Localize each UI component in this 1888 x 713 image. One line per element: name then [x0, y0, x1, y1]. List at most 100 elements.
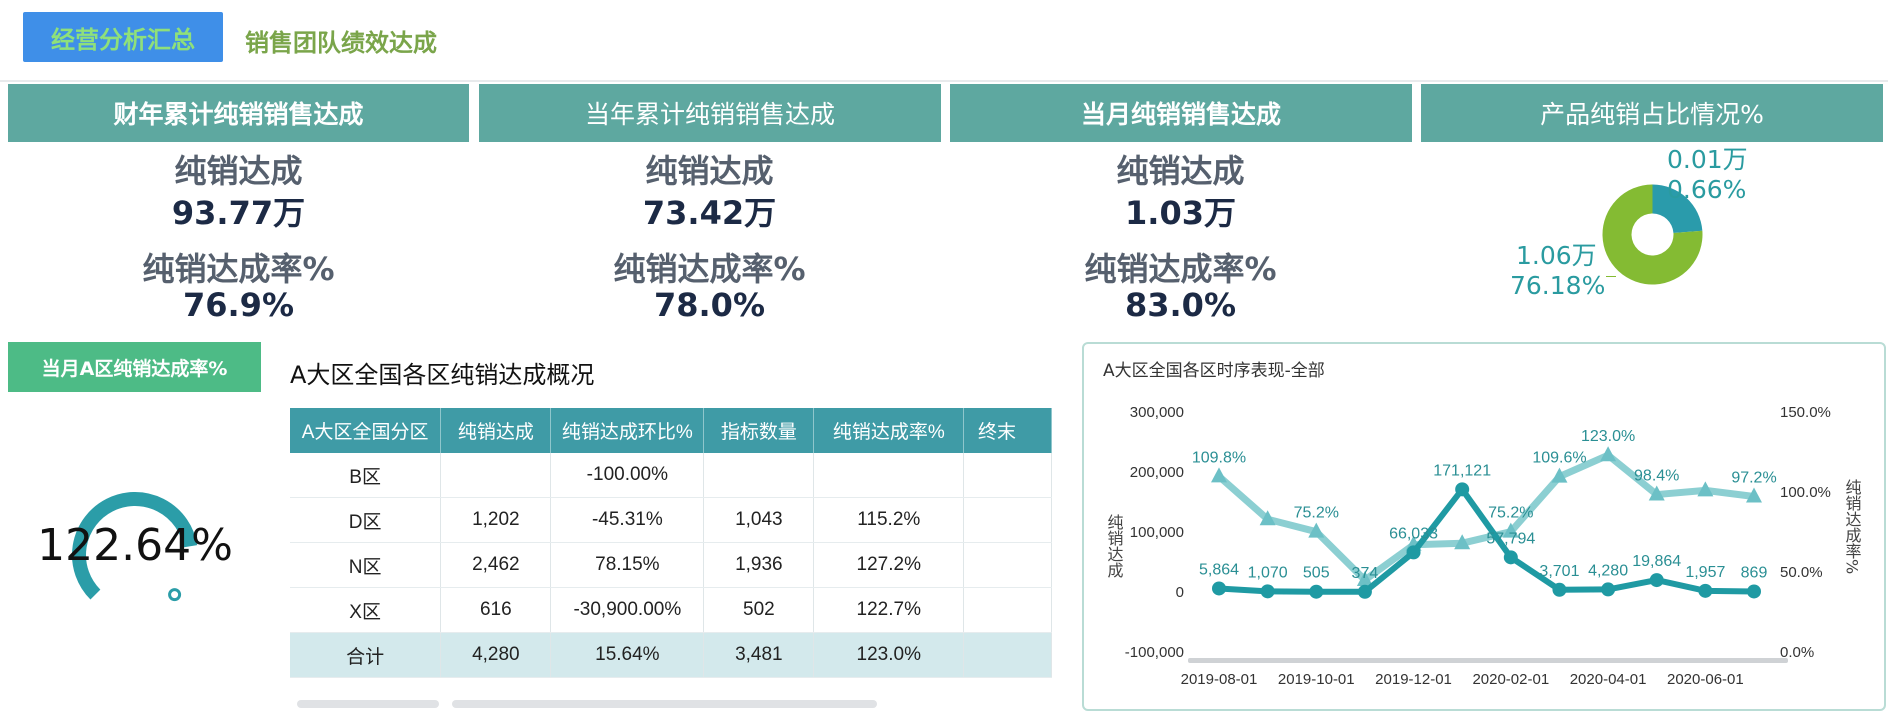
- cell: 合计: [290, 632, 442, 678]
- col-header-rate[interactable]: 纯销达成率%: [813, 408, 965, 453]
- sales-data-label: 1,957: [1685, 564, 1725, 581]
- sales-series-point: [1698, 583, 1713, 598]
- rate-data-label: 75.2%: [1294, 505, 1339, 522]
- y-tick-label: 300,000: [1130, 404, 1184, 421]
- col-header-target[interactable]: 指标数量: [703, 408, 815, 453]
- sales-data-label: 57,794: [1486, 530, 1535, 547]
- table-scrollbar-left[interactable]: [297, 700, 439, 708]
- kpi-header-current-month: 当月纯销销售达成: [950, 84, 1412, 142]
- gauge-fill-arc: [72, 492, 198, 600]
- cell: 1,043: [703, 497, 815, 543]
- cell: 122.7%: [813, 587, 965, 633]
- cell: 127.2%: [813, 542, 965, 588]
- rate-series-point: [1551, 467, 1568, 483]
- cell: [963, 542, 1052, 588]
- cell: [963, 497, 1052, 543]
- x-tick-label: 2020-04-01: [1570, 671, 1647, 688]
- table-total-row[interactable]: 合计 4,280 15.64% 3,481 123.0%: [290, 632, 1052, 678]
- cell: 1,936: [703, 542, 815, 588]
- kpi-header-calendar-ytd: 当年累计纯销销售达成: [479, 84, 941, 142]
- cell: B区: [290, 453, 442, 498]
- x-tick-label: 2019-08-01: [1181, 671, 1258, 688]
- rate-series-point: [1600, 446, 1617, 462]
- cell: 1,202: [440, 497, 552, 543]
- sales-data-label: 1,070: [1248, 564, 1288, 581]
- sales-series-point: [1357, 584, 1372, 599]
- kpi-3-rate-label: 纯销达成率%: [1084, 250, 1277, 288]
- sales-series-point: [1260, 584, 1275, 599]
- cell: [963, 587, 1052, 633]
- cell: 616: [440, 587, 552, 633]
- table-row[interactable]: D区 1,202 -45.31% 1,043 115.2%: [290, 497, 1052, 543]
- cell: [963, 453, 1052, 498]
- col-header-region[interactable]: A大区全国分区: [290, 408, 442, 453]
- y2-tick-label: 150.0%: [1780, 404, 1831, 421]
- y2-axis-title: 纯销达成率%: [1843, 479, 1862, 574]
- table-row[interactable]: X区 616 -30,900.00% 502 122.7%: [290, 587, 1052, 633]
- col-header-terminal[interactable]: 终末: [963, 408, 1052, 453]
- cell: 4,280: [440, 632, 552, 678]
- sales-series-point: [1649, 573, 1664, 588]
- cell: 115.2%: [813, 497, 965, 543]
- sales-data-label: 3,701: [1539, 563, 1579, 580]
- rate-series-point: [1356, 571, 1373, 586]
- table-scrollbar-right[interactable]: [452, 700, 877, 708]
- cell: [963, 632, 1052, 678]
- product-share-donut[interactable]: [1590, 172, 1715, 297]
- gauge-end-marker: [168, 588, 182, 602]
- cell: -100.00%: [550, 453, 705, 498]
- col-header-mom[interactable]: 纯销达成环比%: [550, 408, 705, 453]
- donut-slice-1[interactable]: [1652, 184, 1703, 233]
- sales-series-point: [1503, 550, 1518, 565]
- y2-tick-label: 100.0%: [1780, 484, 1831, 501]
- region-table[interactable]: A大区全国分区 纯销达成 纯销达成环比% 指标数量 纯销达成率% 终末 B区 -…: [290, 408, 1052, 678]
- rate-series-point: [1308, 522, 1325, 538]
- kpi-2-rate-value: 78.0%: [653, 286, 765, 324]
- y-axis-title: 纯销达成: [1105, 514, 1124, 579]
- donut-slice-1-value: 0.01万: [1667, 145, 1748, 174]
- cell: N区: [290, 542, 442, 588]
- kpi-3-value: 1.03万: [1125, 194, 1236, 232]
- timeseries-chart[interactable]: 300,000 200,000 100,000 0 -100,000 150.0% 100.…: [1084, 344, 1880, 705]
- y2-tick-label: 0.0%: [1780, 644, 1814, 661]
- y-tick-label: 0: [1176, 584, 1184, 601]
- donut-slice-2[interactable]: [1602, 184, 1703, 285]
- x-tick-label: 2020-02-01: [1472, 671, 1549, 688]
- tab-sales-team-performance[interactable]: 销售团队绩效达成: [245, 28, 437, 57]
- kpi-header-product-share: 产品纯销占比情况%: [1421, 84, 1883, 142]
- rate-data-label: 75.2%: [1488, 505, 1533, 522]
- rate-data-label: 123.0%: [1581, 428, 1635, 445]
- rate-series-line: [1216, 451, 1755, 584]
- sales-data-label: 66,033: [1389, 525, 1438, 542]
- sales-data-label: 171,121: [1433, 462, 1491, 479]
- cell: D区: [290, 497, 442, 543]
- x-tick-label: 2020-06-01: [1667, 671, 1744, 688]
- kpi-2-value: 73.42万: [642, 194, 777, 232]
- x-tick-label: 2019-12-01: [1375, 671, 1452, 688]
- cell: 2,462: [440, 542, 552, 588]
- rate-series-point: [1648, 485, 1665, 501]
- gauge-arc: [72, 492, 198, 602]
- rate-series-point: [1502, 522, 1519, 538]
- cell: 78.15%: [550, 542, 705, 588]
- sales-series-point: [1309, 584, 1324, 599]
- kpi-1-label: 纯销达成: [174, 152, 303, 190]
- y2-tick-label: 50.0%: [1780, 564, 1823, 581]
- rate-data-label: 109.6%: [1532, 450, 1586, 467]
- gauge-value: 122.64%: [37, 520, 233, 571]
- col-header-sales[interactable]: 纯销达成: [440, 408, 552, 453]
- rate-data-label: 97.2%: [1731, 469, 1776, 486]
- sales-series-point: [1406, 545, 1421, 560]
- tab-business-summary[interactable]: 经营分析汇总: [23, 12, 223, 62]
- cell: [813, 453, 965, 498]
- donut-slice-2-pct: 76.18%: [1510, 271, 1606, 300]
- sales-data-label: 869: [1741, 564, 1768, 581]
- sales-data-label: 374: [1352, 565, 1379, 582]
- table-row[interactable]: N区 2,462 78.15% 1,936 127.2%: [290, 542, 1052, 588]
- table-row[interactable]: B区 -100.00%: [290, 453, 1052, 498]
- rate-series-point: [1259, 510, 1276, 526]
- y-tick-label: 200,000: [1130, 464, 1184, 481]
- cell: 3,481: [703, 632, 815, 678]
- chart-x-scrollbar: [1188, 658, 1788, 663]
- rate-series-point: [1697, 481, 1714, 497]
